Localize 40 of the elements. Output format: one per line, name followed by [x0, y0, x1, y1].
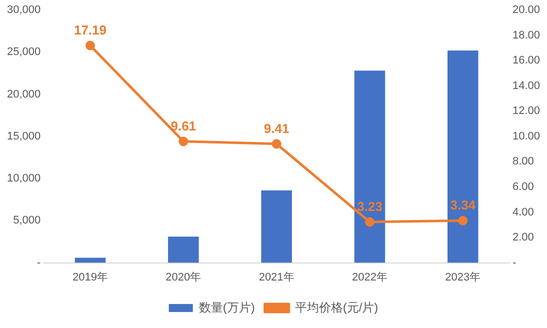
- y2-tick-label: -: [512, 256, 516, 269]
- y2-tick-label: 18.00: [512, 29, 540, 42]
- y-tick-label: 10,000: [6, 172, 41, 185]
- bar: [354, 70, 386, 263]
- y2-tick-label: 14.00: [512, 80, 540, 92]
- x-tick-label: 2022年: [352, 271, 388, 284]
- y-tick-label: 15,000: [6, 130, 41, 142]
- legend-label: 平均价格(元/片): [294, 300, 378, 314]
- y-tick-label: 25,000: [6, 46, 41, 58]
- point: [272, 139, 282, 149]
- y2-tick-label: 16.00: [512, 54, 540, 67]
- y-tick-label: 30,000: [6, 4, 41, 16]
- y2-tick-label: 2.00: [512, 232, 534, 244]
- point: [178, 136, 188, 146]
- bar: [74, 258, 106, 263]
- x-tick-label: 2019年: [72, 271, 108, 284]
- y2-tick-label: 4.00: [512, 206, 534, 218]
- bar: [261, 190, 292, 263]
- y-tick-label: 20,000: [6, 88, 41, 100]
- data-label: 3.23: [357, 199, 382, 214]
- y2-tick-label: 12.00: [512, 105, 540, 118]
- point: [364, 217, 374, 227]
- bar: [168, 236, 199, 263]
- y-tick-label: -: [36, 256, 41, 269]
- x-tick-label: 2021年: [258, 271, 294, 284]
- x-tick-label: 2023年: [445, 271, 481, 284]
- bar: [448, 50, 478, 263]
- x-tick-label: 2020年: [166, 271, 202, 284]
- legend-label: 数量(万片): [198, 300, 255, 314]
- point: [458, 216, 468, 226]
- y2-tick-label: 20.00: [512, 4, 540, 16]
- point: [85, 40, 95, 50]
- data-label: 17.19: [74, 22, 106, 38]
- data-label: 9.41: [264, 120, 290, 136]
- y2-tick-label: 6.00: [512, 180, 534, 193]
- data-label: 9.61: [170, 118, 196, 134]
- data-label: 3.34: [450, 198, 476, 213]
- y-tick-label: 5,000: [13, 214, 41, 227]
- y2-tick-label: 8.00: [512, 156, 534, 168]
- y2-tick-label: 10.00: [512, 130, 540, 142]
